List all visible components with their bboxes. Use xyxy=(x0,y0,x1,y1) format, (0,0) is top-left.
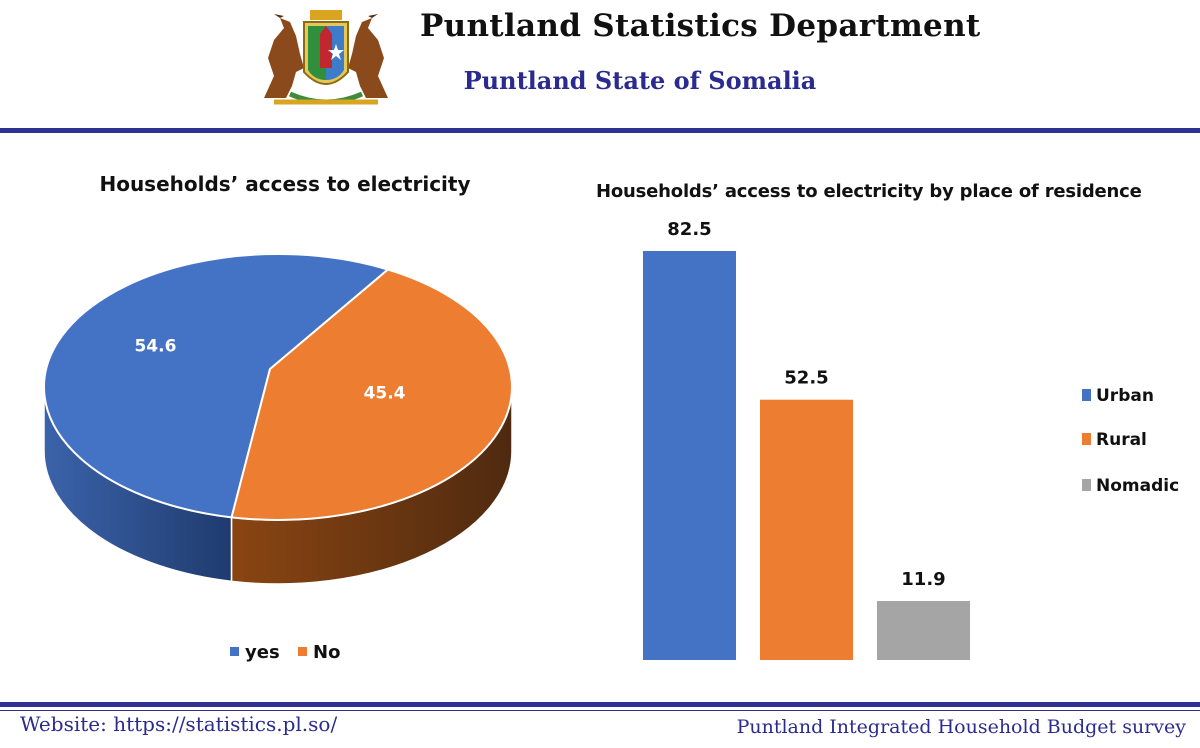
header-divider xyxy=(0,128,1200,133)
org-title: Puntland Statistics Department xyxy=(420,8,981,44)
survey-name: Puntland Integrated Household Budget sur… xyxy=(736,716,1186,738)
pie-chart-title: Households’ access to electricity xyxy=(99,172,471,196)
footer-divider-thin xyxy=(0,710,1200,711)
coat-of-arms-logo xyxy=(264,10,388,105)
pie-legend-swatch-no xyxy=(298,647,307,656)
bar-chart-title: Households’ access to electricity by pla… xyxy=(596,181,1142,202)
pie-slice-no xyxy=(230,268,513,521)
bar-data-label-urban: 82.5 xyxy=(667,219,711,240)
bar-chart: 82.5 52.5 11.9 Urban Rural Nomadic xyxy=(643,219,1179,660)
pie-data-label-yes: 54.6 xyxy=(134,337,176,357)
pie-legend-swatch-yes xyxy=(230,647,239,656)
bar-legend-swatch-nomadic xyxy=(1082,479,1091,491)
bar-rural xyxy=(760,399,853,660)
footer-divider xyxy=(0,702,1200,707)
website-link[interactable]: Website: https://statistics.pl.so/ xyxy=(20,712,338,736)
bar-data-label-rural: 52.5 xyxy=(784,368,828,389)
bar-nomadic xyxy=(877,601,970,660)
pie-legend-label-yes: yes xyxy=(245,642,280,663)
bar-legend-label-rural: Rural xyxy=(1096,430,1147,450)
bar-urban xyxy=(643,251,736,660)
pie-chart: 54.6 45.4 yes No xyxy=(43,253,513,663)
pie-data-label-no: 45.4 xyxy=(364,383,406,403)
pie-legend-label-no: No xyxy=(313,642,340,663)
bar-data-label-nomadic: 11.9 xyxy=(901,569,945,590)
pie-slice-yes xyxy=(43,253,390,519)
bar-legend-label-nomadic: Nomadic xyxy=(1096,476,1179,496)
org-subtitle: Puntland State of Somalia xyxy=(463,66,817,95)
bar-legend-label-urban: Urban xyxy=(1096,386,1154,406)
bar-legend-swatch-rural xyxy=(1082,433,1091,445)
bar-legend-swatch-urban xyxy=(1082,389,1091,401)
